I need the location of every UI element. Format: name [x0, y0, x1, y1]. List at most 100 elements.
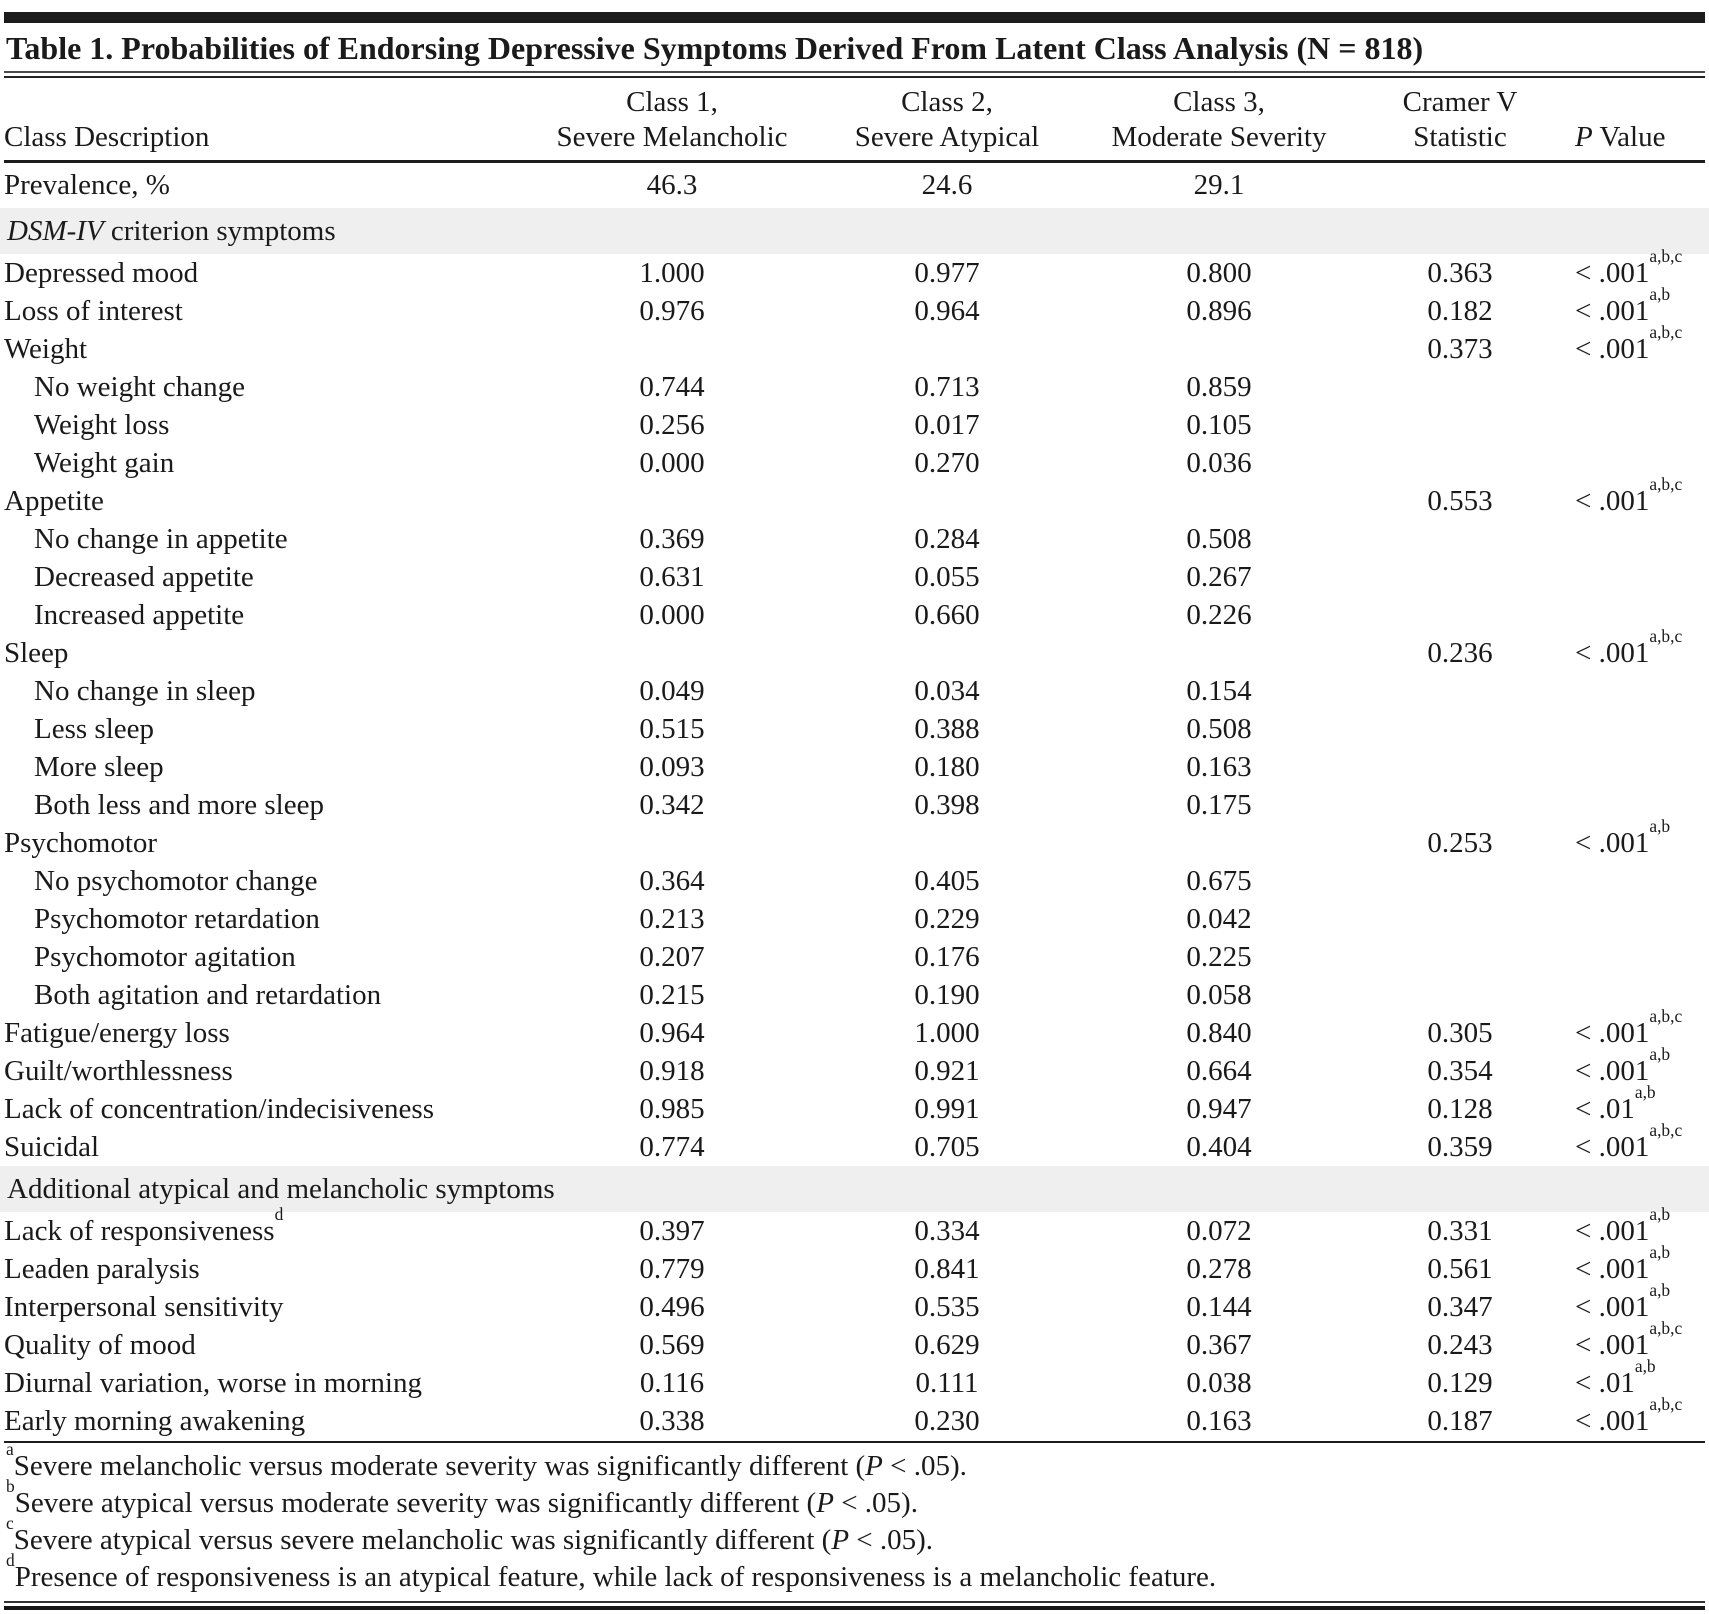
cell-class3-value: 0.404: [1186, 1131, 1252, 1163]
cell-class2-value: 0.017: [914, 409, 980, 441]
cell-class1-value: 0.744: [639, 371, 705, 403]
cell-class1-value: 0.000: [639, 447, 705, 479]
cell-class3-value: 0.042: [1186, 903, 1252, 935]
row-label: Weight: [4, 333, 88, 365]
cell-class1-value: 0.049: [639, 675, 705, 707]
table-row: Sleep 0.236 < .001a,b,c: [4, 627, 1705, 672]
title-divider: [4, 71, 1705, 78]
cell-class1-value: 0.515: [639, 713, 705, 745]
cell-class2-value: 0.229: [914, 903, 980, 935]
table-row: Both agitation and retardation 0.215 0.190…: [4, 976, 1705, 1014]
cell-class1-value: 0.918: [639, 1055, 705, 1087]
cell-class3-value: [1069, 482, 1369, 520]
cell-class1-value: 0.976: [639, 295, 705, 327]
table-row: Less sleep 0.515 0.388 0.508: [4, 710, 1705, 748]
cell-class2-value: 0.921: [914, 1055, 980, 1087]
cell-cramer-v-value: 0.331: [1427, 1215, 1493, 1247]
cell-p-value: < .001a,b: [1575, 1043, 1671, 1087]
cell-class1-value: [519, 634, 825, 672]
cell-class3-value: 0.144: [1186, 1291, 1252, 1323]
cell-class1-value: [519, 330, 825, 368]
cell-class2-value: 0.388: [914, 713, 980, 745]
table-row: Depressed mood 1.000 0.977 0.800 0.363 < .001…: [4, 247, 1705, 292]
cell-cramer-v-value: [1369, 748, 1551, 786]
cell-class1-value: 0.116: [639, 1367, 705, 1399]
row-label: Less sleep: [34, 713, 154, 745]
cell-class2-value: 0.270: [914, 447, 980, 479]
cell-class1-value: 1.000: [639, 257, 705, 289]
table-row: Psychomotor 0.253 < .001a,b: [4, 817, 1705, 862]
cell-class1-value: [519, 482, 825, 520]
table-row: No change in appetite 0.369 0.284 0.508: [4, 520, 1705, 558]
cell-class2-value: 0.991: [914, 1093, 980, 1125]
table-row: Weight gain 0.000 0.270 0.036: [4, 444, 1705, 482]
cell-cramer-v-value: 0.243: [1427, 1329, 1493, 1361]
cell-class1-value: 0.569: [639, 1329, 705, 1361]
cell-class3-value: 0.508: [1186, 713, 1252, 745]
cell-p-value: [1551, 786, 1701, 824]
cell-p-value: [1551, 163, 1701, 208]
row-label: Depressed mood: [4, 257, 199, 289]
row-label: No psychomotor change: [34, 865, 318, 897]
cell-class1-value: 0.213: [639, 903, 705, 935]
cell-cramer-v-value: [1369, 976, 1551, 1014]
footnote-line: bSevere atypical versus moderate severit…: [6, 1475, 918, 1519]
cell-class1-value: 0.364: [639, 865, 705, 897]
cell-class1-value: 0.631: [639, 561, 705, 593]
cell-class3-value: 0.664: [1186, 1055, 1252, 1087]
cell-class3-value: 0.367: [1186, 1329, 1252, 1361]
cell-cramer-v-value: [1369, 672, 1551, 710]
cell-cramer-v-value: 0.305: [1427, 1017, 1493, 1049]
cell-p-value: < .001a,b,c: [1575, 1005, 1683, 1049]
cell-class1-value: [519, 824, 825, 862]
cell-p-value: [1551, 672, 1701, 710]
row-label: Quality of mood: [4, 1329, 196, 1361]
cell-class3-value: 29.1: [1193, 169, 1245, 201]
row-label: Psychomotor retardation: [34, 903, 320, 935]
cell-p-value: [1551, 862, 1701, 900]
cell-class1-value: 0.985: [639, 1093, 705, 1125]
cell-class1-value: 0.338: [639, 1405, 705, 1437]
table-body: Prevalence, % 46.3 24.6 29.1 DSM-IV criterio…: [0, 163, 1709, 1440]
cell-class3-value: 0.947: [1186, 1093, 1252, 1125]
cell-cramer-v-value: 0.129: [1427, 1367, 1493, 1399]
section-header-row: DSM-IV criterion symptoms: [0, 208, 1709, 254]
cell-class3-value: 0.154: [1186, 675, 1252, 707]
table-row: Lack of responsivenessd 0.397 0.334 0.072 0.…: [4, 1205, 1705, 1250]
cell-cramer-v-value: 0.354: [1427, 1055, 1493, 1087]
row-label: Suicidal: [4, 1131, 100, 1163]
row-label: Interpersonal sensitivity: [4, 1291, 284, 1323]
cell-p-value: [1551, 368, 1701, 406]
cell-p-value: [1551, 558, 1701, 596]
cell-class3-value: [1069, 634, 1369, 672]
cell-p-value: < .01a,b: [1575, 1081, 1656, 1125]
row-label: Sleep: [4, 637, 69, 669]
cell-cramer-v-value: [1369, 596, 1551, 634]
cell-p-value: < .01a,b: [1575, 1355, 1656, 1399]
footnote-line: dPresence of responsiveness is an atypic…: [6, 1549, 1217, 1593]
table-row: No weight change 0.744 0.713 0.859: [4, 368, 1705, 406]
cell-p-value: < .001a,b,c: [1575, 1317, 1683, 1361]
row-label: Fatigue/energy loss: [4, 1017, 230, 1049]
cell-cramer-v-value: 0.359: [1427, 1131, 1493, 1163]
table-row: Weight loss 0.256 0.017 0.105: [4, 406, 1705, 444]
cell-class2-value: 0.660: [914, 599, 980, 631]
row-label: Leaden paralysis: [4, 1253, 200, 1285]
cell-class1-value: 0.256: [639, 409, 705, 441]
cell-class3-value: 0.163: [1186, 1405, 1252, 1437]
cell-cramer-v-value: [1369, 786, 1551, 824]
cell-cramer-v-value: 0.253: [1427, 827, 1493, 859]
cell-class2-value: [825, 330, 1069, 368]
cell-p-value: < .001a,b,c: [1575, 1393, 1683, 1437]
cell-class3-value: 0.267: [1186, 561, 1252, 593]
cell-class3-value: 0.105: [1186, 409, 1252, 441]
cell-cramer-v-value: [1369, 163, 1551, 208]
cell-class2-value: 0.111: [915, 1367, 979, 1399]
table-row: More sleep 0.093 0.180 0.163: [4, 748, 1705, 786]
column-header-class-description: Class Description: [4, 121, 210, 153]
cell-class2-value: [825, 824, 1069, 862]
cell-class1-value: 0.964: [639, 1017, 705, 1049]
row-label: Increased appetite: [34, 599, 245, 631]
row-label: Diurnal variation, worse in morning: [4, 1367, 422, 1399]
cell-cramer-v-value: [1369, 862, 1551, 900]
